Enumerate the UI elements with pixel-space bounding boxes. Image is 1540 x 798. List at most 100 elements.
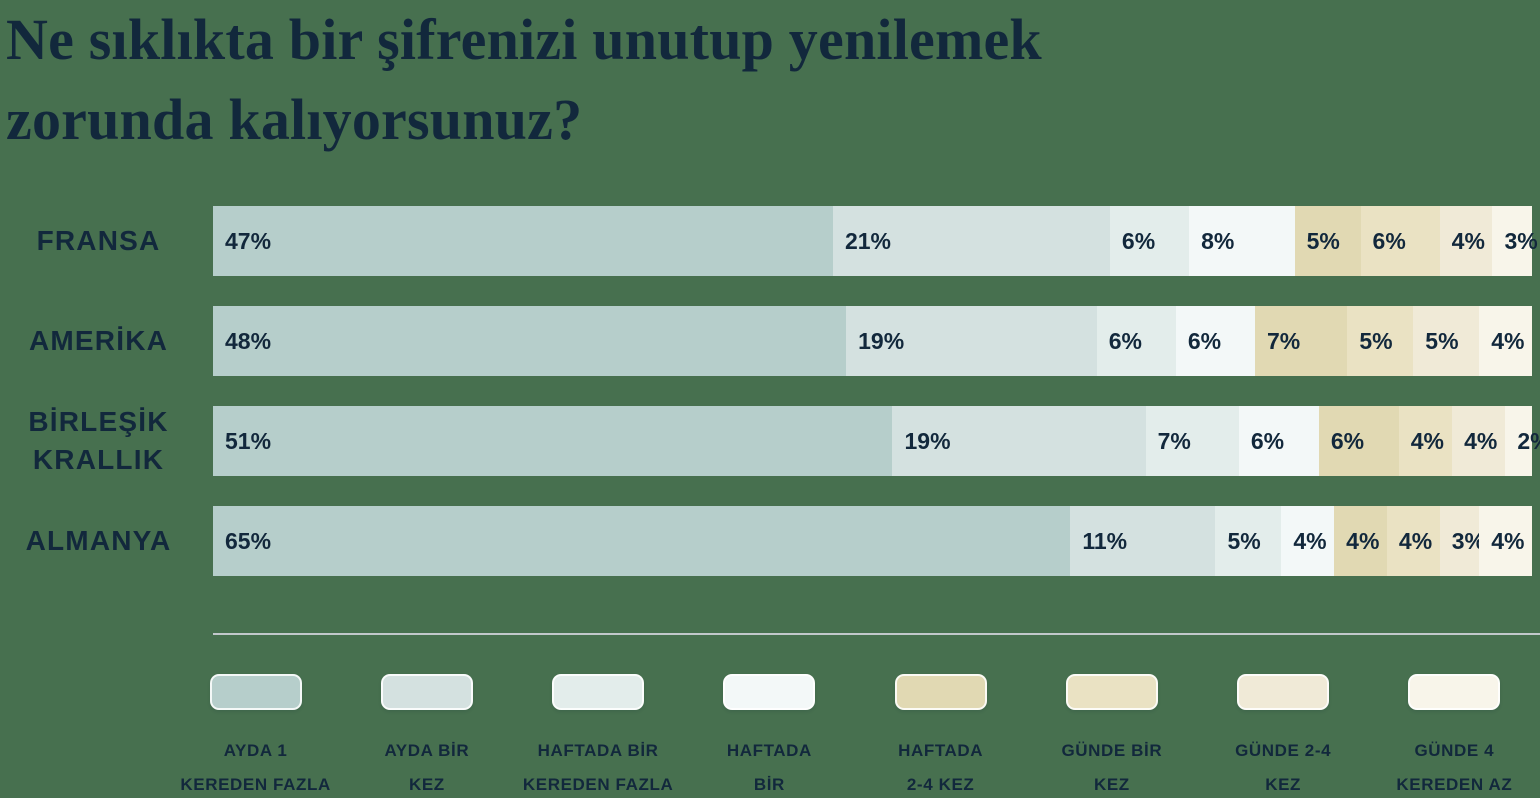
legend-label-line: KEZ xyxy=(1093,775,1130,794)
bar-segment: 6% xyxy=(1175,306,1256,376)
bar-segment: 6% xyxy=(1238,406,1319,476)
chart-legend: AYDA 1 KEREDEN FAZLA AYDA BİR KEZ HAFTADA Bİ… xyxy=(170,674,1540,798)
stacked-bar-chart: FRANSA 47% 21% 6% 8% 5% 6% 4% 3% AMERİKA 48% 19% 6% 6… xyxy=(0,206,1540,606)
row-label-line: BİRLEŞİK xyxy=(28,406,169,437)
segment-value-label: 6% xyxy=(1330,427,1365,454)
segment-value-label: 4% xyxy=(1451,227,1485,254)
segment-value-label: 7% xyxy=(1267,327,1301,354)
row-label: AMERİKA xyxy=(0,306,213,376)
legend-label-line: AYDA BİR xyxy=(384,741,470,760)
bar-segment: 7% xyxy=(1145,406,1239,476)
legend-label-line: KEZ xyxy=(1265,775,1302,794)
segment-value-label: 4% xyxy=(1293,527,1327,554)
legend-item: AYDA 1 KEREDEN FAZLA xyxy=(170,674,341,798)
segment-value-label: 51% xyxy=(225,427,272,454)
legend-label: HAFTADA BİR xyxy=(727,734,812,798)
legend-swatch xyxy=(380,674,473,710)
legend-item: HAFTADA BİR xyxy=(684,674,855,798)
bar-segment: 5% xyxy=(1413,306,1480,376)
segment-value-label: 19% xyxy=(904,427,951,454)
row-bars: 65% 11% 5% 4% 4% 4% 3% 4% xyxy=(213,506,1533,576)
bar-segment: 4% xyxy=(1479,506,1533,576)
bar-segment: 47% xyxy=(213,206,833,276)
bar-segment: 4% xyxy=(1479,306,1533,376)
legend-label-line: KEREDEN FAZLA xyxy=(522,775,674,794)
bar-segment: 5% xyxy=(1294,206,1361,276)
row-bars: 51% 19% 7% 6% 6% 4% 4% 2% xyxy=(213,406,1540,476)
bar-segment: 51% xyxy=(213,406,893,476)
bar-segment: 6% xyxy=(1318,406,1399,476)
segment-value-label: 3% xyxy=(1451,527,1485,554)
legend-label-line: 2-4 KEZ xyxy=(906,775,975,794)
bar-segment: 4% xyxy=(1334,506,1387,576)
legend-item: GÜNDE BİR KEZ xyxy=(1026,674,1197,798)
legend-label: HAFTADA BİR KEREDEN FAZLA xyxy=(523,734,673,798)
legend-swatch xyxy=(1408,674,1501,710)
segment-value-label: 6% xyxy=(1108,327,1142,354)
segment-value-label: 19% xyxy=(858,327,905,354)
segment-value-label: 8% xyxy=(1201,227,1235,254)
bar-segment: 2% xyxy=(1505,406,1540,476)
bar-segment: 21% xyxy=(832,206,1110,276)
legend-item: HAFTADA 2-4 KEZ xyxy=(855,674,1026,798)
legend-swatch xyxy=(894,674,987,710)
legend-label: HAFTADA 2-4 KEZ xyxy=(898,734,983,798)
segment-value-label: 11% xyxy=(1082,527,1128,554)
legend-swatch xyxy=(552,674,645,710)
legend-item: AYDA BİR KEZ xyxy=(341,674,512,798)
segment-value-label: 5% xyxy=(1306,227,1340,254)
segment-value-label: 6% xyxy=(1250,427,1285,454)
row-label: FRANSA xyxy=(0,206,213,276)
bar-segment: 4% xyxy=(1281,506,1335,576)
row-label-line: AMERİKA xyxy=(28,325,169,356)
segment-value-label: 5% xyxy=(1227,527,1261,554)
bar-segment: 4% xyxy=(1386,506,1440,576)
segment-value-label: 5% xyxy=(1359,327,1393,354)
segment-value-label: 6% xyxy=(1121,227,1156,254)
segment-value-label: 4% xyxy=(1410,427,1445,454)
legend-label-line: KEREDEN FAZLA xyxy=(180,775,331,794)
bar-segment: 4% xyxy=(1439,206,1493,276)
legend-item: GÜNDE 2-4 KEZ xyxy=(1198,674,1369,798)
row-label: BİRLEŞİK KRALLIK xyxy=(0,406,213,476)
page-title-line-2: zorunda kalıyorsunuz? xyxy=(6,87,583,152)
row-label: ALMANYA xyxy=(0,506,213,576)
bar-segment: 5% xyxy=(1215,506,1282,576)
segment-value-label: 4% xyxy=(1491,327,1525,354)
bar-segment: 6% xyxy=(1360,206,1440,276)
legend-label-line: GÜNDE 4 xyxy=(1414,741,1495,760)
segment-value-label: 7% xyxy=(1157,427,1191,454)
bar-segment: 6% xyxy=(1109,206,1190,276)
segment-value-label: 4% xyxy=(1346,527,1380,554)
bar-segment: 19% xyxy=(892,406,1146,476)
row-bars: 48% 19% 6% 6% 7% 5% 5% 4% xyxy=(213,306,1533,376)
legend-divider xyxy=(213,633,1540,635)
row-bars: 47% 21% 6% 8% 5% 6% 4% 3% xyxy=(213,206,1538,276)
legend-label-line: HAFTADA xyxy=(726,741,812,760)
segment-value-label: 6% xyxy=(1372,227,1406,254)
legend-swatch xyxy=(209,674,302,710)
legend-label: AYDA 1 KEREDEN FAZLA xyxy=(180,734,330,798)
bar-segment: 65% xyxy=(213,506,1071,576)
segment-value-label: 47% xyxy=(225,227,272,254)
bar-segment: 8% xyxy=(1189,206,1295,276)
bar-segment: 4% xyxy=(1452,406,1506,476)
bar-segment: 4% xyxy=(1398,406,1453,476)
bar-segment: 19% xyxy=(846,306,1097,376)
segment-value-label: 5% xyxy=(1425,327,1459,354)
segment-value-label: 4% xyxy=(1491,527,1525,554)
legend-label: GÜNDE BİR KEZ xyxy=(1061,734,1162,798)
row-label-line: KRALLIK xyxy=(32,444,165,475)
legend-label: GÜNDE 2-4 KEZ xyxy=(1235,734,1331,798)
chart-row: FRANSA 47% 21% 6% 8% 5% 6% 4% 3% xyxy=(0,206,1538,276)
segment-value-label: 3% xyxy=(1504,227,1538,254)
legend-label-line: AYDA 1 xyxy=(223,741,288,760)
legend-label-line: HAFTADA xyxy=(898,741,984,760)
segment-value-label: 4% xyxy=(1464,427,1498,454)
bar-segment: 3% xyxy=(1439,506,1485,576)
bar-segment: 6% xyxy=(1096,306,1176,376)
legend-label-line: HAFTADA BİR xyxy=(537,741,659,760)
bar-segment: 48% xyxy=(213,306,847,376)
legend-item: GÜNDE 4 KEREDEN AZ xyxy=(1369,674,1540,798)
